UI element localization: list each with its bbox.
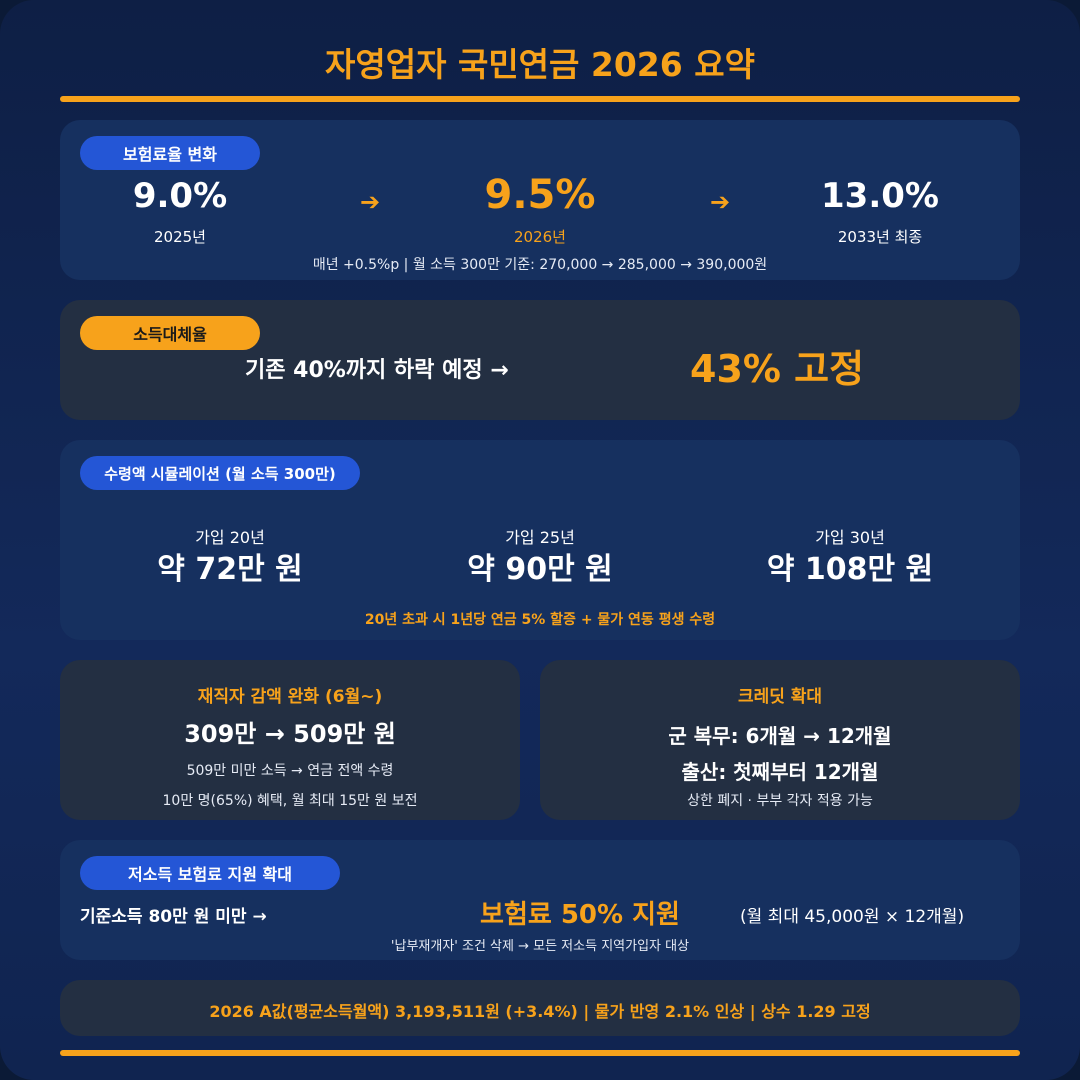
reemployed-line1: 509만 미만 소득 → 연금 전액 수령 — [186, 763, 394, 779]
rate-2033-year: 2033년 최종 — [837, 228, 923, 246]
footer-text: 2026 A값(평균소득월액) 3,193,511원 (+3.4%) | 물가 … — [209, 1002, 871, 1021]
credit-line3: 상한 폐지 · 부부 각자 적용 가능 — [687, 793, 873, 809]
arrow-right-icon: ➔ — [359, 188, 381, 216]
simulation-label: 수령액 시뮬레이션 (월 소득 300만) — [80, 456, 360, 490]
simulation-period: 가입 25년 — [505, 528, 575, 547]
low-income-criteria: 기준소득 80만 원 미만 → — [80, 907, 267, 927]
simulation-amount: 약 90만 원 — [467, 552, 613, 587]
low-income-note: '납부재개자' 조건 삭제 → 모든 저소득 지역가입자 대상 — [390, 939, 690, 954]
replacement-before: 기존 40%까지 하락 예정 → — [245, 358, 509, 383]
arrow-right-icon: ➔ — [709, 188, 731, 216]
page-title: 자영업자 국민연금 2026 요약 — [325, 45, 755, 84]
rate-2033-value: 13.0% — [821, 176, 939, 216]
replacement-rate-label: 소득대체율 — [80, 316, 260, 350]
low-income-limit: (월 최대 45,000원 × 12개월) — [740, 907, 965, 927]
credit-line1: 군 복무: 6개월 → 12개월 — [668, 724, 892, 748]
rate-change-card: 보험료율 변화 9.0% 2025년 ➔ 9.5% 2026년 ➔ 13.0% … — [60, 120, 1020, 280]
credit-line2: 출산: 첫째부터 12개월 — [681, 760, 879, 784]
low-income-label: 저소득 보험료 지원 확대 — [80, 856, 340, 890]
rate-change-label: 보험료율 변화 — [80, 136, 260, 170]
rate-2026-value: 9.5% — [484, 172, 596, 218]
rate-2025-year: 2025년 — [154, 228, 206, 246]
simulation-period: 가입 20년 — [195, 528, 265, 547]
bottom-divider — [60, 1050, 1020, 1056]
footer-card: 2026 A값(평균소득월액) 3,193,511원 (+3.4%) | 물가 … — [60, 980, 1020, 1036]
credit-title: 크레딧 확대 — [737, 687, 823, 707]
rate-2025-value: 9.0% — [132, 176, 228, 216]
simulation-card: 수령액 시뮬레이션 (월 소득 300만) 가입 20년 약 72만 원 가입 … — [60, 440, 1020, 640]
replacement-after: 43% 고정 — [690, 347, 865, 391]
credit-card: 크레딧 확대 군 복무: 6개월 → 12개월 출산: 첫째부터 12개월 상한… — [540, 660, 1020, 820]
simulation-amount: 약 72만 원 — [157, 552, 303, 587]
reemployed-card: 재직자 감액 완화 (6월~) 309만 → 509만 원 509만 미만 소득… — [60, 660, 520, 820]
reemployed-line2: 10만 명(65%) 혜택, 월 최대 15만 원 보전 — [162, 793, 418, 809]
simulation-amount: 약 108만 원 — [766, 552, 934, 587]
reemployed-main: 309만 → 509만 원 — [184, 720, 396, 748]
rate-2026-year: 2026년 — [514, 228, 566, 246]
low-income-card: 저소득 보험료 지원 확대 기준소득 80만 원 미만 → 보험료 50% 지원… — [60, 840, 1020, 960]
simulation-period: 가입 30년 — [815, 528, 885, 547]
replacement-rate-card: 소득대체율 기존 40%까지 하락 예정 → 43% 고정 — [60, 300, 1020, 420]
rate-note: 매년 +0.5%p | 월 소득 300만 기준: 270,000 → 285,… — [312, 257, 768, 273]
low-income-support: 보험료 50% 지원 — [480, 900, 680, 930]
simulation-note: 20년 초과 시 1년당 연금 5% 할증 + 물가 연동 평생 수령 — [364, 612, 716, 628]
top-divider — [60, 96, 1020, 102]
reemployed-title: 재직자 감액 완화 (6월~) — [197, 687, 383, 707]
